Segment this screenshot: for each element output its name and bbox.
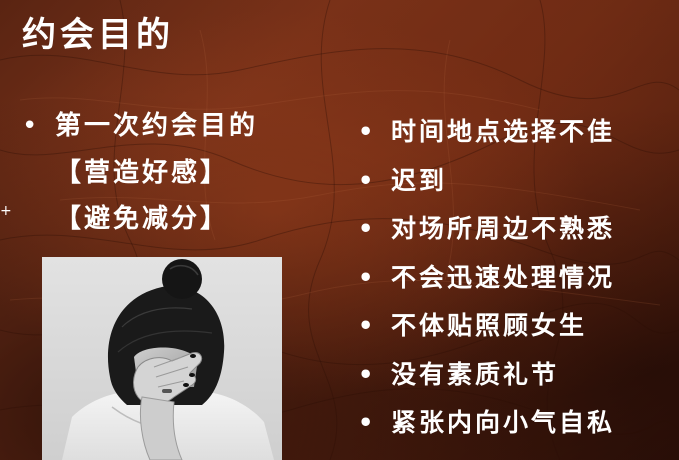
left-bullet-text: 第一次约会目的 bbox=[55, 111, 259, 141]
bullet-dot: • bbox=[22, 111, 38, 141]
bullet-dot: • bbox=[358, 262, 377, 292]
bullet-dot: • bbox=[358, 408, 377, 437]
woman-covering-face-illustration bbox=[42, 257, 282, 460]
list-item: • 不会迅速处理情况 bbox=[358, 262, 616, 313]
list-item: • 时间地点选择不佳 bbox=[358, 118, 615, 167]
list-item: • 不体贴照顾女生 bbox=[358, 312, 615, 361]
list-item: • 迟到 bbox=[358, 165, 615, 216]
sub-item-build-affection: 【营造好感】 bbox=[55, 158, 230, 188]
slide-title: 约会目的 bbox=[22, 15, 174, 55]
list-item: • 对场所周边不熟悉 bbox=[358, 215, 615, 264]
right-bullet-list: • 时间地点选择不佳 • 迟到 • 对场所周边不熟悉 • 不会迅速处理情况 • 不体贴照顾… bbox=[358, 118, 615, 458]
list-item-text: 紧张内向小气自私 bbox=[391, 408, 616, 437]
list-item-text: 时间地点选择不佳 bbox=[391, 117, 616, 146]
sub-item-avoid-penalty: 【避免减分】 bbox=[55, 204, 230, 234]
list-item-text: 不体贴照顾女生 bbox=[391, 311, 588, 340]
bullet-dot: • bbox=[358, 117, 377, 146]
list-item-text: 迟到 bbox=[391, 165, 448, 195]
list-item-text: 不会迅速处理情况 bbox=[391, 262, 616, 292]
bullet-dot: • bbox=[358, 165, 377, 195]
bullet-dot: • bbox=[358, 311, 377, 340]
woman-photo bbox=[42, 257, 282, 460]
list-item-text: 没有素质礼节 bbox=[391, 359, 560, 389]
bullet-dot: • bbox=[358, 359, 377, 389]
bullet-dot: • bbox=[358, 214, 377, 243]
list-item: • 没有素质礼节 bbox=[358, 359, 615, 410]
list-item-text: 对场所周边不熟悉 bbox=[391, 214, 616, 243]
edge-plus-mark: + bbox=[0, 203, 12, 219]
list-item: • 紧张内向小气自私 bbox=[358, 409, 615, 458]
